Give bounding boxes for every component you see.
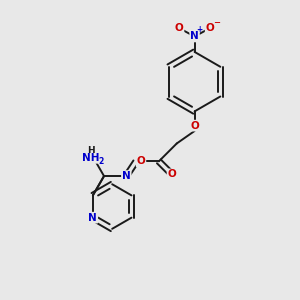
Text: N: N: [122, 171, 131, 181]
Text: O: O: [175, 23, 184, 33]
Text: +: +: [196, 26, 202, 34]
Text: N: N: [88, 213, 97, 223]
Text: H: H: [87, 146, 94, 155]
Text: NH: NH: [82, 153, 100, 163]
Text: O: O: [206, 23, 214, 33]
Text: O: O: [136, 156, 146, 167]
Text: O: O: [190, 121, 199, 130]
Text: −: −: [213, 18, 220, 27]
Text: N: N: [190, 32, 199, 41]
Text: 2: 2: [98, 157, 103, 166]
Text: O: O: [167, 169, 176, 179]
